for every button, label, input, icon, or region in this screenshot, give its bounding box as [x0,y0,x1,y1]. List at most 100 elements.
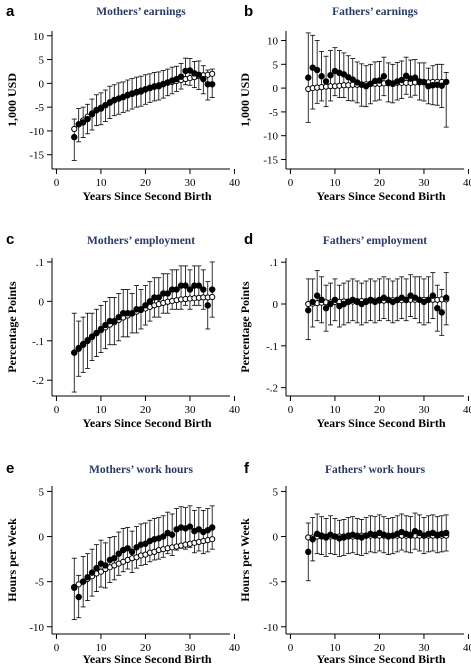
y-tick-label: 10 [33,31,45,43]
estimate-point [380,73,388,80]
y-tick-label: -.2 [32,375,44,387]
estimate-point [160,533,167,540]
estimate-point [115,313,122,321]
panel-c: c Mothers’ employment 0 10 20 30 40 .1 0 -.1 -.2 Ye… [5,231,240,430]
estimate-point [93,329,100,337]
estimate-point [84,337,91,344]
estimate-point [434,304,441,312]
estimate-point [443,294,450,301]
estimate-point [209,81,216,88]
estimate-point [327,300,334,308]
x-tick-label: 30 [184,177,196,189]
x-tick-label: 20 [140,642,152,654]
x-tick-label: 40 [229,177,241,189]
y-tick-label: 0 [39,296,45,308]
estimate-point [97,105,105,112]
x-axis-label: Years Since Second Birth [317,652,446,666]
y-tick-label: 0 [273,83,279,95]
estimate-point [177,73,185,80]
estimate-point [137,306,145,313]
y-tick-label: -5 [35,577,45,589]
fit-point [71,125,78,133]
y-tick-label: 5 [39,486,45,498]
estimate-point [102,321,109,329]
estimate-point [177,282,185,289]
x-tick-label: 40 [463,642,471,654]
x-axis-label: Years Since Second Birth [317,416,446,430]
x-tick-label: 10 [329,404,341,416]
estimate-point [173,286,180,293]
estimate-point [88,111,96,118]
y-tick-label: .1 [36,257,44,269]
fit-line [73,73,213,130]
panel-b: b Fathers’ earnings 0 10 20 30 40 10 5 0 -5 -10 -15 Y… [238,3,471,203]
panel-title: Fathers’ earnings [332,6,418,18]
fit-point [209,70,216,77]
estimate-point [195,71,203,78]
y-axis-label: Percentage Points [238,281,252,373]
estimate-point [443,78,450,86]
estimate-point [305,307,312,314]
x-tick-label: 30 [184,404,196,416]
estimate-point [322,304,330,312]
estimate-point [195,282,203,289]
estimate-point [102,562,109,569]
estimate-point [88,569,96,576]
x-axis-label: Years Since Second Birth [83,189,212,203]
x-tick-label: 20 [374,404,386,416]
estimate-point [168,531,176,538]
estimate-point [191,282,198,289]
estimate-point [376,77,383,84]
x-tick-label: 20 [140,177,152,189]
estimate-point [111,317,118,325]
fit-point [75,581,82,588]
panel-title: Fathers’ work hours [325,464,426,476]
x-tick-label: 10 [329,177,341,189]
y-tick-label: 0 [39,78,45,90]
estimate-point [124,310,131,317]
x-tick-label: 30 [418,642,430,654]
panel-letter: c [6,231,14,248]
x-tick-label: 40 [463,404,471,416]
estimate-point [97,325,105,333]
y-tick-label: -5 [35,102,45,114]
estimate-point [151,294,158,301]
estimate-point [111,554,118,562]
y-axis-label: Percentage Points [5,281,19,373]
estimate-point [407,531,414,538]
y-tick-label: -15 [263,154,278,166]
estimate-point [309,298,316,306]
fit-point [209,536,216,543]
y-tick-label: 0 [273,532,279,544]
estimate-point [438,82,445,89]
estimate-point [93,564,100,572]
x-tick-label: 10 [95,177,107,189]
y-tick-label: .1 [270,257,278,269]
estimate-point [128,310,136,317]
x-tick-label: 40 [463,177,471,189]
x-tick-label: 0 [54,642,60,654]
estimate-point [429,292,437,299]
y-tick-label: -5 [269,577,279,589]
estimate-point [142,302,149,309]
estimate-point [402,296,410,304]
x-tick-label: 0 [54,404,60,416]
panel-letter: f [244,460,250,477]
estimate-point [155,294,162,301]
x-axis-label: Years Since Second Birth [317,189,446,203]
panel-letter: a [6,3,15,20]
y-tick-label: -15 [29,150,44,162]
estimate-point [305,548,312,556]
y-tick-label: -10 [263,622,278,634]
estimate-point [331,296,339,304]
estimate-point [79,341,87,348]
x-tick-label: 30 [418,177,430,189]
estimate-point [146,298,154,305]
estimate-point [438,309,445,316]
estimate-point [313,66,321,74]
estimate-point [124,545,131,552]
x-axis-label: Years Since Second Birth [83,652,212,666]
y-tick-label: 0 [39,532,45,544]
